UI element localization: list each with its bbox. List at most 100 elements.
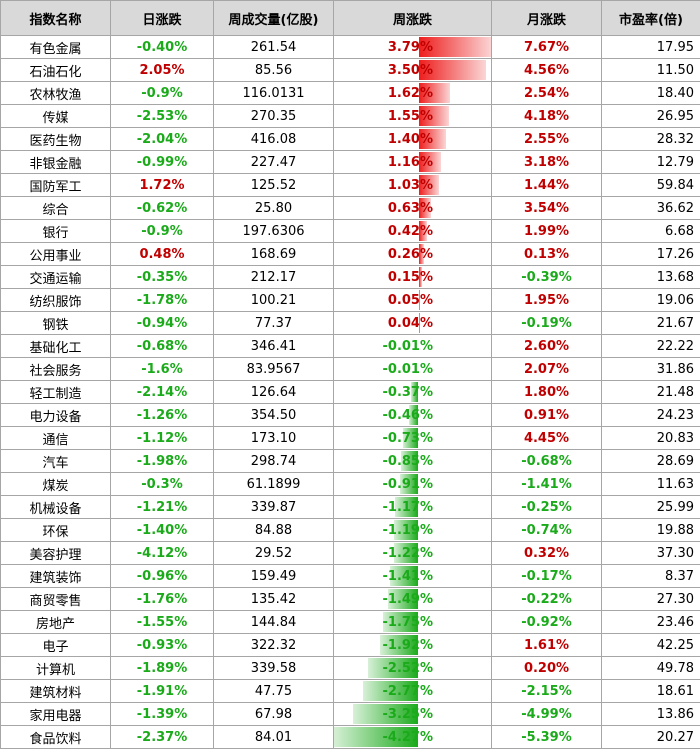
cell-daily-change: -1.91% bbox=[111, 680, 214, 703]
cell-weekly-volume: 85.56 bbox=[214, 59, 334, 82]
cell-index-name: 机械设备 bbox=[1, 496, 111, 519]
header-weekly-volume[interactable]: 周成交量(亿股) bbox=[214, 1, 334, 36]
cell-pe-ratio: 18.40 bbox=[602, 82, 700, 105]
cell-index-name: 公用事业 bbox=[1, 243, 111, 266]
cell-weekly-volume: 125.52 bbox=[214, 174, 334, 197]
cell-weekly-change: -1.41% bbox=[334, 565, 492, 588]
cell-weekly-volume: 212.17 bbox=[214, 266, 334, 289]
table-row: 电力设备-1.26%354.50-0.46%0.91%24.23 bbox=[1, 404, 700, 427]
weekly-change-value: 1.16% bbox=[334, 155, 491, 170]
cell-pe-ratio: 27.30 bbox=[602, 588, 700, 611]
weekly-change-value: -1.19% bbox=[334, 523, 491, 538]
table-row: 环保-1.40%84.88-1.19%-0.74%19.88 bbox=[1, 519, 700, 542]
weekly-change-value: 0.63% bbox=[334, 201, 491, 216]
cell-index-name: 基础化工 bbox=[1, 335, 111, 358]
cell-daily-change: 1.72% bbox=[111, 174, 214, 197]
cell-monthly-change: 0.91% bbox=[492, 404, 602, 427]
cell-weekly-volume: 84.01 bbox=[214, 726, 334, 749]
header-pe-ratio[interactable]: 市盈率(倍) bbox=[602, 1, 700, 36]
cell-weekly-change: 1.55% bbox=[334, 105, 492, 128]
cell-weekly-volume: 77.37 bbox=[214, 312, 334, 335]
cell-pe-ratio: 21.48 bbox=[602, 381, 700, 404]
cell-weekly-volume: 261.54 bbox=[214, 36, 334, 59]
cell-index-name: 纺织服饰 bbox=[1, 289, 111, 312]
table-row: 建筑装饰-0.96%159.49-1.41%-0.17%8.37 bbox=[1, 565, 700, 588]
cell-weekly-change: 1.62% bbox=[334, 82, 492, 105]
cell-weekly-volume: 25.80 bbox=[214, 197, 334, 220]
table-row: 通信-1.12%173.10-0.73%4.45%20.83 bbox=[1, 427, 700, 450]
cell-weekly-volume: 100.21 bbox=[214, 289, 334, 312]
weekly-change-value: -4.27% bbox=[334, 730, 491, 745]
cell-monthly-change: 4.18% bbox=[492, 105, 602, 128]
cell-pe-ratio: 24.23 bbox=[602, 404, 700, 427]
cell-index-name: 通信 bbox=[1, 427, 111, 450]
cell-index-name: 社会服务 bbox=[1, 358, 111, 381]
cell-monthly-change: 1.95% bbox=[492, 289, 602, 312]
header-daily-change[interactable]: 日涨跌 bbox=[111, 1, 214, 36]
cell-pe-ratio: 36.62 bbox=[602, 197, 700, 220]
cell-index-name: 电子 bbox=[1, 634, 111, 657]
cell-daily-change: -1.6% bbox=[111, 358, 214, 381]
cell-daily-change: -0.94% bbox=[111, 312, 214, 335]
cell-pe-ratio: 11.50 bbox=[602, 59, 700, 82]
table-row: 电子-0.93%322.32-1.92%1.61%42.25 bbox=[1, 634, 700, 657]
cell-monthly-change: 0.32% bbox=[492, 542, 602, 565]
cell-weekly-change: 0.63% bbox=[334, 197, 492, 220]
weekly-change-value: 0.05% bbox=[334, 293, 491, 308]
cell-daily-change: -1.55% bbox=[111, 611, 214, 634]
cell-monthly-change: -2.15% bbox=[492, 680, 602, 703]
cell-daily-change: -2.14% bbox=[111, 381, 214, 404]
header-monthly-change[interactable]: 月涨跌 bbox=[492, 1, 602, 36]
cell-pe-ratio: 42.25 bbox=[602, 634, 700, 657]
cell-index-name: 农林牧渔 bbox=[1, 82, 111, 105]
cell-pe-ratio: 8.37 bbox=[602, 565, 700, 588]
cell-daily-change: -0.68% bbox=[111, 335, 214, 358]
cell-index-name: 商贸零售 bbox=[1, 588, 111, 611]
cell-monthly-change: 2.07% bbox=[492, 358, 602, 381]
cell-monthly-change: -0.19% bbox=[492, 312, 602, 335]
cell-daily-change: -1.89% bbox=[111, 657, 214, 680]
cell-weekly-volume: 168.69 bbox=[214, 243, 334, 266]
cell-weekly-change: -1.75% bbox=[334, 611, 492, 634]
table-row: 社会服务-1.6%83.9567-0.01%2.07%31.86 bbox=[1, 358, 700, 381]
cell-daily-change: -1.21% bbox=[111, 496, 214, 519]
header-weekly-change[interactable]: 周涨跌 bbox=[334, 1, 492, 36]
cell-daily-change: -0.93% bbox=[111, 634, 214, 657]
cell-weekly-volume: 47.75 bbox=[214, 680, 334, 703]
weekly-change-value: -0.37% bbox=[334, 385, 491, 400]
cell-daily-change: -0.40% bbox=[111, 36, 214, 59]
cell-daily-change: -2.53% bbox=[111, 105, 214, 128]
cell-pe-ratio: 49.78 bbox=[602, 657, 700, 680]
table-row: 建筑材料-1.91%47.75-2.77%-2.15%18.61 bbox=[1, 680, 700, 703]
cell-weekly-change: -0.91% bbox=[334, 473, 492, 496]
cell-pe-ratio: 17.26 bbox=[602, 243, 700, 266]
weekly-change-value: -1.17% bbox=[334, 500, 491, 515]
weekly-change-value: -3.25% bbox=[334, 707, 491, 722]
cell-monthly-change: 3.54% bbox=[492, 197, 602, 220]
cell-weekly-volume: 144.84 bbox=[214, 611, 334, 634]
cell-weekly-change: 3.50% bbox=[334, 59, 492, 82]
cell-pe-ratio: 18.61 bbox=[602, 680, 700, 703]
cell-weekly-change: -0.01% bbox=[334, 335, 492, 358]
header-index-name[interactable]: 指数名称 bbox=[1, 1, 111, 36]
cell-weekly-volume: 322.32 bbox=[214, 634, 334, 657]
cell-daily-change: -1.40% bbox=[111, 519, 214, 542]
cell-index-name: 建筑材料 bbox=[1, 680, 111, 703]
table-row: 商贸零售-1.76%135.42-1.49%-0.22%27.30 bbox=[1, 588, 700, 611]
cell-weekly-volume: 84.88 bbox=[214, 519, 334, 542]
cell-weekly-change: 1.40% bbox=[334, 128, 492, 151]
cell-weekly-change: 1.16% bbox=[334, 151, 492, 174]
cell-weekly-volume: 339.87 bbox=[214, 496, 334, 519]
cell-weekly-change: -4.27% bbox=[334, 726, 492, 749]
table-row: 食品饮料-2.37%84.01-4.27%-5.39%20.27 bbox=[1, 726, 700, 749]
weekly-change-value: -0.91% bbox=[334, 477, 491, 492]
cell-daily-change: -0.35% bbox=[111, 266, 214, 289]
cell-weekly-change: -0.85% bbox=[334, 450, 492, 473]
cell-monthly-change: 7.67% bbox=[492, 36, 602, 59]
